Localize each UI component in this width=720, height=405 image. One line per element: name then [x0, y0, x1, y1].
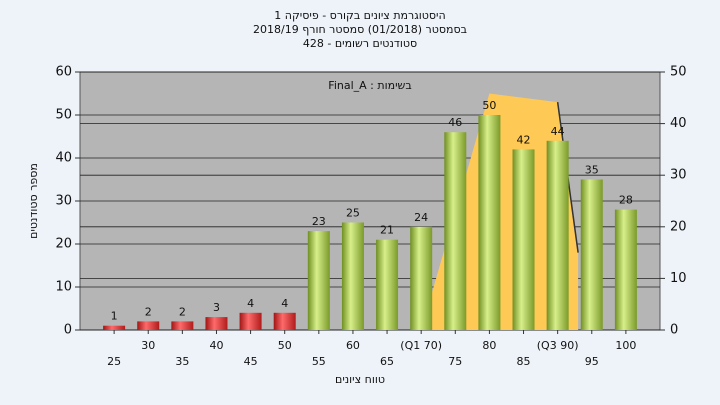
value-label: 28 — [619, 194, 633, 207]
value-label: 2 — [179, 305, 186, 318]
bar — [376, 239, 399, 330]
bar — [137, 321, 160, 330]
value-label: 44 — [551, 125, 565, 138]
title-line: היסטוגרמת ציונים בקורס - פיסיקה 1 — [274, 9, 445, 22]
value-label: 24 — [414, 211, 428, 224]
y2-tick-label: 20 — [670, 219, 687, 234]
x-tick-label: (Q1 70) — [400, 339, 442, 352]
bar — [171, 321, 194, 330]
x-tick-label: 100 — [615, 339, 636, 352]
x-tick-label: 75 — [448, 355, 462, 368]
x-axis-label: טווח ציונים — [335, 373, 385, 386]
bar — [580, 179, 603, 330]
x-tick-label: 25 — [107, 355, 121, 368]
bar — [512, 149, 535, 330]
y2-tick-label: 10 — [670, 271, 687, 286]
x-tick-label: 55 — [312, 355, 326, 368]
bar — [239, 312, 262, 330]
x-tick-label: 85 — [517, 355, 531, 368]
bar — [307, 231, 330, 330]
title-line: בסמסטר (01/2018) סמסטר חורף 2018/19 — [253, 23, 467, 36]
bar — [205, 317, 228, 330]
x-tick-label: 60 — [346, 339, 360, 352]
value-label: 50 — [482, 99, 496, 112]
value-label: 4 — [281, 297, 288, 310]
y-tick-label: 20 — [55, 237, 72, 252]
y-tick-label: 10 — [55, 280, 72, 295]
value-label: 21 — [380, 224, 394, 237]
x-tick-label: 30 — [141, 339, 155, 352]
y2-tick-label: 0 — [670, 323, 678, 338]
value-label: 35 — [585, 164, 599, 177]
bar — [273, 312, 296, 330]
x-tick-label: 65 — [380, 355, 394, 368]
value-label: 23 — [312, 215, 326, 228]
value-label: 42 — [517, 133, 531, 146]
y-tick-label: 30 — [55, 194, 72, 209]
y-tick-label: 50 — [55, 108, 72, 123]
bar — [103, 325, 126, 330]
value-label: 46 — [448, 116, 462, 129]
bar — [341, 222, 364, 330]
value-label: 2 — [145, 305, 152, 318]
x-tick-label: 45 — [244, 355, 258, 368]
bar — [410, 226, 433, 330]
value-label: 3 — [213, 301, 220, 314]
annotation: בשימות : Final_A — [328, 79, 411, 92]
bar — [546, 140, 569, 330]
x-tick-label: 40 — [209, 339, 223, 352]
x-tick-label: 80 — [482, 339, 496, 352]
bar — [478, 115, 501, 330]
bar — [614, 209, 637, 330]
y-axis-label: מספר סטודנטים — [27, 163, 40, 239]
y2-tick-label: 40 — [670, 116, 687, 131]
y2-tick-label: 30 — [670, 168, 687, 183]
value-label: 1 — [111, 310, 118, 323]
bar — [444, 132, 467, 330]
x-tick-label: 95 — [585, 355, 599, 368]
x-tick-label: 50 — [278, 339, 292, 352]
value-label: 4 — [247, 297, 254, 310]
y-tick-label: 60 — [55, 65, 72, 80]
x-tick-label: 35 — [175, 355, 189, 368]
x-tick-label: (Q3 90) — [537, 339, 579, 352]
title-line: סטודנטים רשומים - 428 — [303, 37, 417, 50]
value-label: 25 — [346, 207, 360, 220]
y2-tick-label: 50 — [670, 65, 687, 80]
y-tick-label: 0 — [64, 323, 72, 338]
y-tick-label: 40 — [55, 151, 72, 166]
